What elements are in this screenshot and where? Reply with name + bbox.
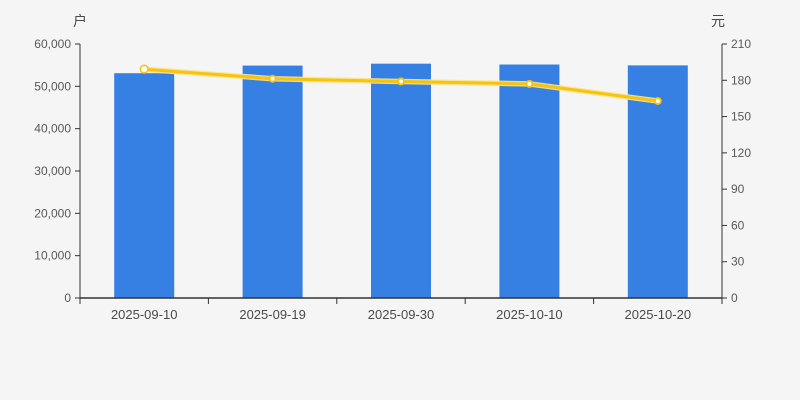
bar[interactable] [242, 65, 303, 298]
line-point[interactable] [525, 79, 534, 88]
line-point[interactable] [653, 96, 662, 105]
right-axis-tick-label: 150 [731, 110, 751, 124]
left-axis-unit-label: 户 [73, 13, 87, 29]
right-axis-tick-label: 180 [731, 73, 751, 87]
line-point[interactable] [268, 74, 277, 83]
left-axis-tick-label: 40,000 [34, 122, 71, 136]
right-axis-tick-label: 210 [731, 37, 751, 51]
left-axis-tick-label: 30,000 [34, 164, 71, 178]
right-axis-tick-label: 120 [731, 146, 751, 160]
x-axis-tick-label: 2025-10-20 [625, 307, 692, 322]
left-axis-tick-label: 20,000 [34, 206, 71, 220]
x-axis-tick-label: 2025-09-19 [239, 307, 306, 322]
left-axis-tick-label: 60,000 [34, 37, 71, 51]
right-axis-tick-label: 60 [731, 218, 745, 232]
left-axis-tick-label: 50,000 [34, 79, 71, 93]
x-axis-tick-label: 2025-09-30 [368, 307, 435, 322]
left-axis-tick-label: 0 [64, 291, 71, 305]
right-axis-tick-label: 0 [731, 291, 738, 305]
x-axis-tick-label: 2025-10-10 [496, 307, 563, 322]
right-axis-unit-label: 元 [711, 13, 725, 29]
right-axis-tick-label: 90 [731, 182, 745, 196]
left-axis-tick-label: 10,000 [34, 249, 71, 263]
bar[interactable] [114, 73, 175, 298]
bar[interactable] [499, 64, 560, 298]
x-axis-tick-label: 2025-09-10 [111, 307, 178, 322]
line-point[interactable] [397, 77, 405, 86]
line-point[interactable] [139, 64, 149, 74]
bar[interactable] [371, 63, 431, 298]
right-axis-tick-label: 30 [731, 255, 745, 269]
